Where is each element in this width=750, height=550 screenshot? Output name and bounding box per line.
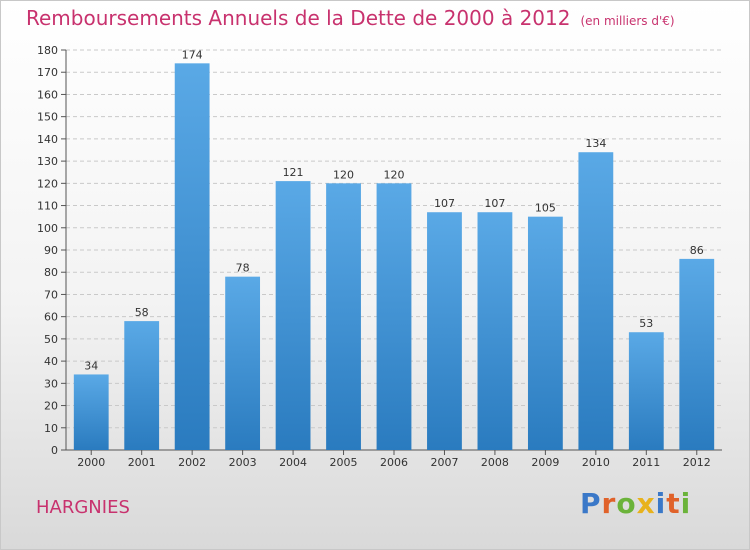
y-tick-label: 10 (44, 422, 58, 435)
x-tick-label: 2006 (380, 456, 408, 469)
x-tick-label: 2000 (77, 456, 105, 469)
y-tick-label: 20 (44, 400, 58, 413)
y-tick-label: 170 (37, 66, 58, 79)
x-tick-label: 2003 (229, 456, 257, 469)
bar (679, 258, 715, 450)
data-label: 134 (585, 137, 606, 150)
y-tick-label: 150 (37, 111, 58, 124)
data-label: 86 (690, 244, 704, 257)
chart-title-text: Remboursements Annuels de la Dette de 20… (26, 6, 571, 30)
data-label: 78 (236, 262, 250, 275)
x-tick-label: 2011 (632, 456, 660, 469)
x-tick-label: 2001 (128, 456, 156, 469)
data-label: 107 (434, 197, 455, 210)
x-tick-label: 2012 (683, 456, 711, 469)
data-label: 120 (333, 168, 354, 181)
y-tick-label: 60 (44, 311, 58, 324)
y-tick-label: 0 (51, 444, 58, 457)
x-tick-label: 2007 (430, 456, 458, 469)
bar (527, 216, 563, 450)
data-label: 121 (283, 166, 304, 179)
proxiti-logo: Proxiti (580, 487, 692, 520)
x-tick-label: 2010 (582, 456, 610, 469)
y-tick-label: 160 (37, 88, 58, 101)
commune-name: HARGNIES (36, 497, 130, 518)
data-label: 53 (639, 317, 653, 330)
y-tick-label: 50 (44, 333, 58, 346)
data-label: 174 (182, 48, 203, 61)
bar (376, 183, 412, 451)
x-tick-label: 2004 (279, 456, 307, 469)
bar (578, 152, 614, 450)
y-tick-label: 40 (44, 355, 58, 368)
bar (174, 63, 210, 450)
y-tick-label: 140 (37, 133, 58, 146)
y-tick-label: 120 (37, 177, 58, 190)
bar (326, 183, 361, 451)
bar (427, 212, 462, 450)
x-tick-label: 2005 (330, 456, 358, 469)
bar (275, 181, 311, 450)
data-label: 34 (84, 359, 98, 372)
x-tick-label: 2008 (481, 456, 509, 469)
y-tick-label: 80 (44, 266, 58, 279)
x-tick-label: 2009 (531, 456, 559, 469)
data-label: 120 (384, 168, 405, 181)
y-tick-label: 90 (44, 244, 58, 257)
chart-title: Remboursements Annuels de la Dette de 20… (26, 6, 675, 30)
bar (225, 276, 261, 450)
x-tick-label: 2002 (178, 456, 206, 469)
y-tick-label: 70 (44, 288, 58, 301)
bar (124, 321, 160, 450)
y-tick-label: 180 (37, 44, 58, 57)
y-tick-label: 110 (37, 200, 58, 213)
data-label: 107 (484, 197, 505, 210)
bar (73, 374, 109, 450)
bar (628, 332, 664, 450)
y-tick-label: 130 (37, 155, 58, 168)
chart-unit: (en milliers d'€) (580, 14, 675, 28)
bar (477, 212, 513, 450)
data-label: 105 (535, 202, 556, 215)
data-label: 58 (135, 306, 149, 319)
y-tick-label: 100 (37, 222, 58, 235)
y-tick-label: 30 (44, 377, 58, 390)
